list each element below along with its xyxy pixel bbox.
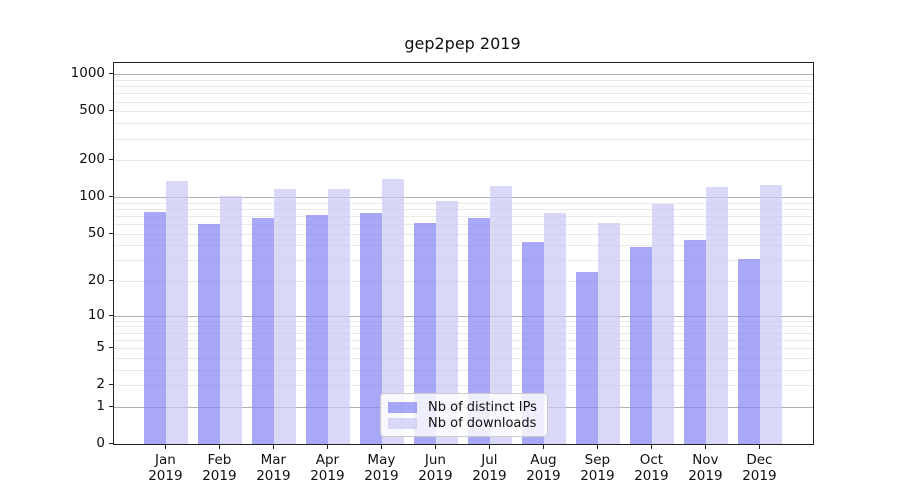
plot-area: Nb of distinct IPs Nb of downloads [113, 62, 814, 445]
y-tick-mark [109, 280, 113, 282]
bar-aug-downloads [544, 213, 567, 444]
y-tick-label: 2 [96, 376, 105, 393]
y-tick-label: 500 [79, 102, 105, 119]
x-tick-label-nov: Nov 2019 [688, 452, 723, 484]
minor-gridline [114, 80, 813, 81]
x-tick-mark [651, 445, 653, 449]
x-tick-label-sep: Sep 2019 [580, 452, 615, 484]
y-tick-mark [109, 405, 113, 407]
x-tick-label-oct: Oct 2019 [634, 452, 669, 484]
y-tick-label: 5 [96, 339, 105, 356]
bar-jul-downloads [490, 185, 513, 444]
y-tick-mark [109, 232, 113, 234]
legend-swatch-distinct-ips-icon [388, 401, 417, 413]
y-tick-label: 1000 [70, 65, 105, 82]
bar-nov-distinct-ips [684, 240, 707, 444]
y-tick-mark [109, 110, 113, 112]
x-tick-label-jul: Jul 2019 [472, 452, 507, 484]
y-tick-label: 100 [79, 188, 105, 205]
x-tick-label-may: May 2019 [364, 452, 399, 484]
bar-apr-downloads [328, 189, 351, 444]
bar-mar-distinct-ips [252, 217, 275, 444]
x-tick-mark [165, 445, 167, 449]
x-tick-mark [219, 445, 221, 449]
minor-gridline [114, 86, 813, 88]
y-tick-mark [109, 384, 113, 386]
y-tick-mark [109, 196, 113, 198]
x-tick-mark [705, 445, 707, 449]
y-tick-label: 50 [87, 224, 105, 241]
bar-may-downloads [382, 178, 405, 444]
y-tick-label: 200 [79, 151, 105, 168]
x-tick-label-dec: Dec 2019 [742, 452, 777, 484]
y-tick-mark [109, 314, 113, 316]
legend-item-distinct-ips: Nb of distinct IPs [388, 399, 539, 415]
chart-title: gep2pep 2019 [404, 34, 521, 53]
y-tick-mark [109, 73, 113, 75]
legend-swatch-downloads-icon [388, 417, 417, 429]
x-tick-mark [273, 445, 275, 449]
bar-feb-distinct-ips [198, 224, 221, 444]
bar-sep-distinct-ips [576, 271, 599, 444]
bar-jul-distinct-ips [468, 217, 491, 444]
y-tick-label: 10 [87, 306, 105, 323]
x-tick-label-mar: Mar 2019 [256, 452, 291, 484]
bar-dec-downloads [760, 185, 783, 444]
bar-nov-downloads [706, 187, 729, 444]
bar-may-distinct-ips [360, 213, 383, 444]
minor-gridline [114, 101, 813, 103]
bar-jan-downloads [166, 181, 189, 444]
y-tick-mark [109, 443, 113, 444]
x-tick-label-aug: Aug 2019 [526, 452, 561, 484]
bar-feb-downloads [220, 196, 243, 444]
x-tick-mark [435, 445, 437, 449]
x-tick-mark [543, 445, 545, 449]
legend-label-distinct-ips: Nb of distinct IPs [428, 399, 537, 415]
x-tick-mark [597, 445, 599, 449]
minor-gridline [114, 111, 813, 113]
x-tick-mark [489, 445, 491, 449]
y-tick-label: 0 [96, 435, 105, 451]
y-tick-mark [109, 347, 113, 349]
bar-sep-downloads [598, 223, 621, 444]
major-gridline [114, 74, 813, 76]
x-tick-mark [381, 445, 383, 449]
legend-label-downloads: Nb of downloads [428, 415, 537, 431]
minor-gridline [114, 138, 813, 140]
minor-gridline [114, 160, 813, 162]
bar-oct-downloads [652, 203, 675, 444]
bar-jan-distinct-ips [144, 212, 167, 444]
x-tick-mark [327, 445, 329, 449]
legend-item-downloads: Nb of downloads [388, 415, 539, 431]
y-tick-mark [109, 159, 113, 161]
y-tick-label: 1 [96, 397, 105, 414]
bar-dec-distinct-ips [738, 258, 761, 444]
minor-gridline [114, 123, 813, 125]
x-tick-label-feb: Feb 2019 [202, 452, 237, 484]
minor-gridline [114, 93, 813, 95]
bar-jun-downloads [436, 200, 459, 444]
x-tick-label-jun: Jun 2019 [418, 452, 453, 484]
bar-oct-distinct-ips [630, 246, 653, 444]
x-tick-label-jan: Jan 2019 [148, 452, 183, 484]
bar-mar-downloads [274, 189, 297, 444]
bar-apr-distinct-ips [306, 215, 329, 444]
x-tick-mark [759, 445, 761, 449]
legend: Nb of distinct IPs Nb of downloads [380, 393, 548, 437]
y-tick-label: 20 [87, 272, 105, 289]
x-tick-label-apr: Apr 2019 [310, 452, 345, 484]
